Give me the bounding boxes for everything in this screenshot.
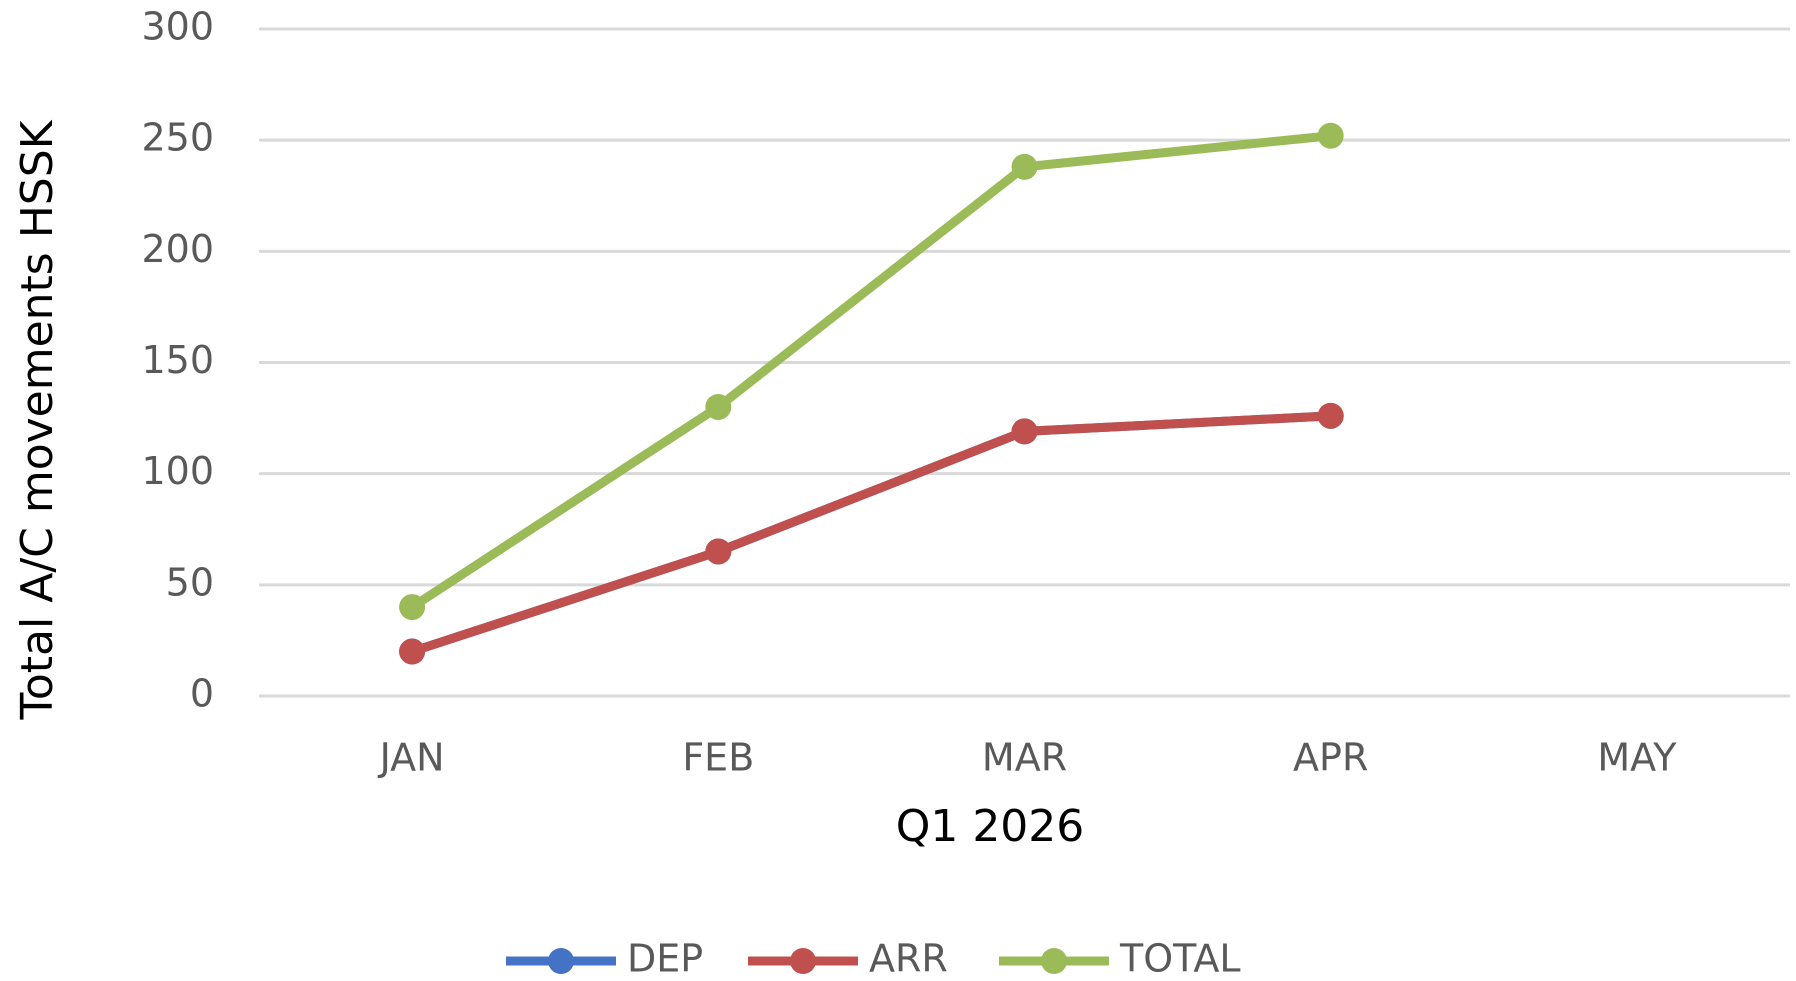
point [705,393,732,420]
point [705,538,732,565]
point [1011,153,1038,180]
x-tick-label: MAY [1597,736,1677,780]
y-tick-label: 200 [141,227,214,271]
legend-label: ARR [869,937,948,981]
y-tick-label: 100 [141,449,214,493]
x-tick-label: JAN [378,736,445,780]
y-axis-title: Total A/C movements HSSK [12,119,63,720]
x-tick-label: APR [1293,736,1368,780]
series-line [410,411,1331,656]
x-axis-title: Q1 2026 [896,801,1085,852]
x-tick-label: FEB [682,736,754,780]
point [1317,402,1344,429]
series-line [410,411,1331,656]
series-line [409,131,1332,611]
legend-marker [548,948,574,974]
x-tick-label: MAR [982,736,1067,780]
point [1317,122,1344,149]
y-tick-label: 50 [166,560,214,604]
legend-label: DEP [627,937,703,981]
point [1011,418,1038,445]
y-tick-label: 250 [141,116,214,160]
legend-marker [1041,948,1067,974]
y-tick-label: 300 [141,5,214,49]
y-tick-label: 0 [190,672,214,716]
point [399,638,426,665]
legend-label: TOTAL [1119,937,1241,981]
point [399,594,426,621]
legend-marker [790,948,816,974]
y-tick-label: 150 [141,338,214,382]
